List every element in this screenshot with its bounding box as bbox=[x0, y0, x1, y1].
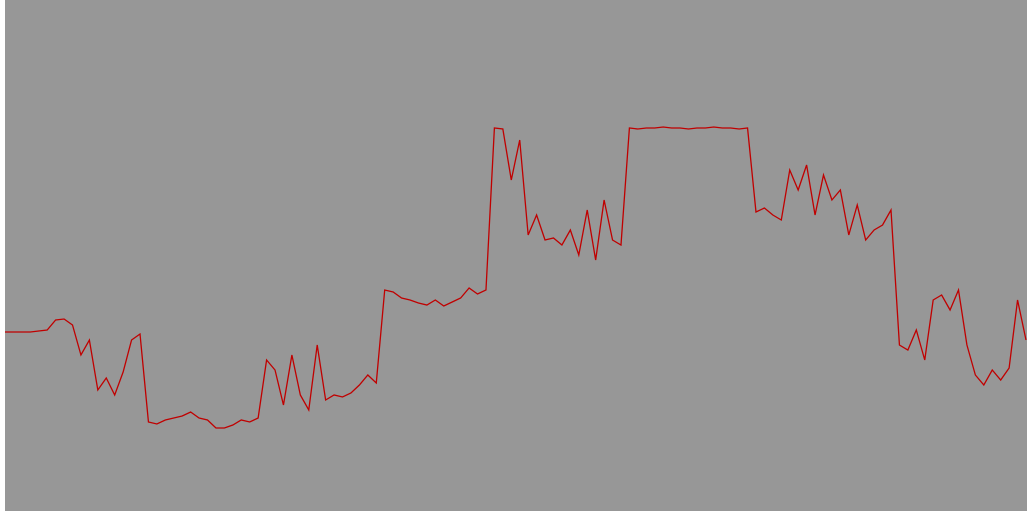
plot-background bbox=[5, 0, 1027, 511]
data-line bbox=[5, 126, 1027, 429]
